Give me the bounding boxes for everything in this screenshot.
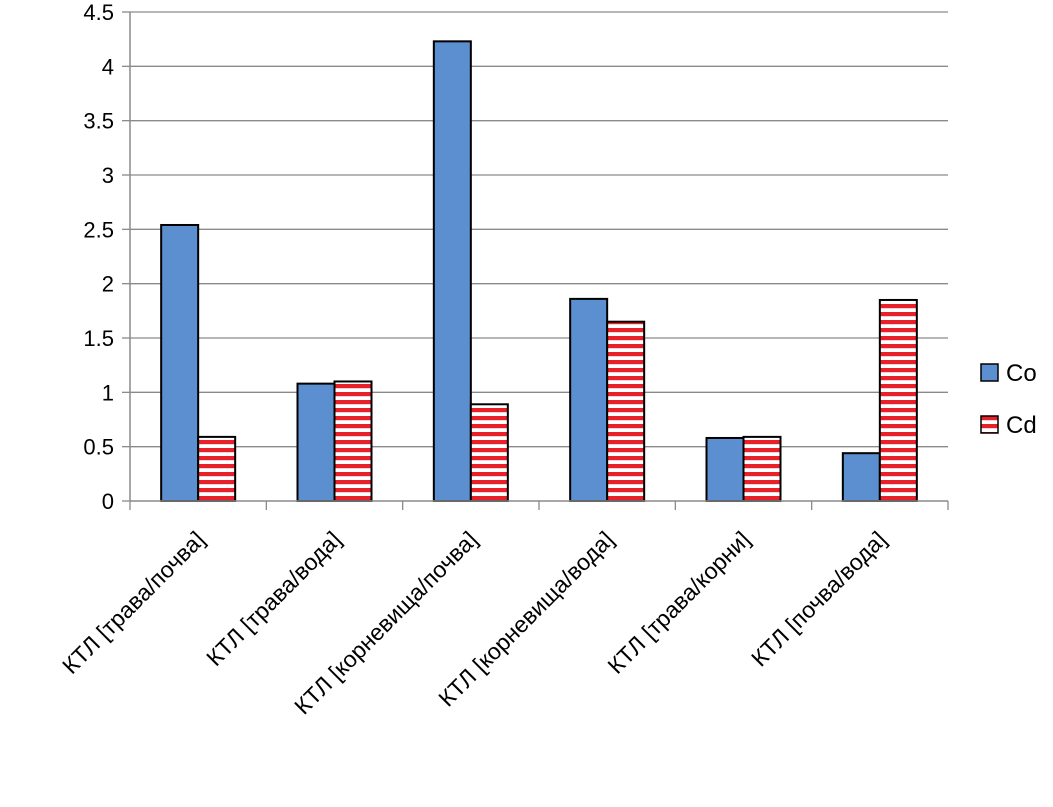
y-tick-label: 4.5 bbox=[83, 0, 114, 25]
y-tick-label: 3 bbox=[102, 163, 114, 188]
bar-cd bbox=[878, 298, 918, 503]
legend-swatch-co bbox=[980, 363, 999, 382]
x-tick-labels: КТЛ [трава/почва]КТЛ [трава/вода]КТЛ [ко… bbox=[57, 526, 891, 719]
x-tick-label: КТЛ [трава/почва] bbox=[57, 526, 210, 679]
bars bbox=[160, 40, 918, 503]
bar-co bbox=[160, 223, 200, 502]
bar-cd bbox=[742, 435, 782, 502]
bar-co bbox=[705, 436, 745, 502]
x-tick-label: КТЛ [трава/корни] bbox=[602, 526, 755, 679]
legend-label-co: Co bbox=[1006, 360, 1037, 387]
y-tick-label: 2 bbox=[102, 272, 114, 297]
bar-co bbox=[296, 382, 336, 503]
x-tick-label: КТЛ [почва/вода] bbox=[746, 526, 891, 671]
y-tick-label: 1 bbox=[102, 380, 114, 405]
gridlines bbox=[130, 11, 948, 448]
y-tick-label: 1.5 bbox=[83, 326, 114, 351]
bar-co bbox=[841, 452, 881, 503]
y-tick-label: 2.5 bbox=[83, 217, 114, 242]
bar-co bbox=[432, 40, 472, 503]
bar-cd bbox=[469, 403, 509, 502]
y-tick-label: 0.5 bbox=[83, 435, 114, 460]
y-tick-label: 0 bbox=[102, 489, 114, 514]
bar-cd bbox=[606, 320, 646, 503]
legend: Co Cd bbox=[980, 360, 1037, 439]
legend-swatch-cd bbox=[980, 415, 999, 434]
x-tick-label: КТЛ [трава/вода] bbox=[201, 526, 346, 671]
bar-cd bbox=[333, 380, 373, 503]
axes bbox=[122, 11, 949, 510]
bar-cd bbox=[197, 435, 237, 502]
y-tick-labels: 0 0.5 1 1.5 2 2.5 3 3.5 4 4.5 bbox=[83, 0, 114, 514]
legend-label-cd: Cd bbox=[1006, 412, 1037, 439]
bar-co bbox=[569, 297, 609, 502]
y-tick-label: 4 bbox=[102, 54, 114, 79]
y-tick-label: 3.5 bbox=[83, 109, 114, 134]
